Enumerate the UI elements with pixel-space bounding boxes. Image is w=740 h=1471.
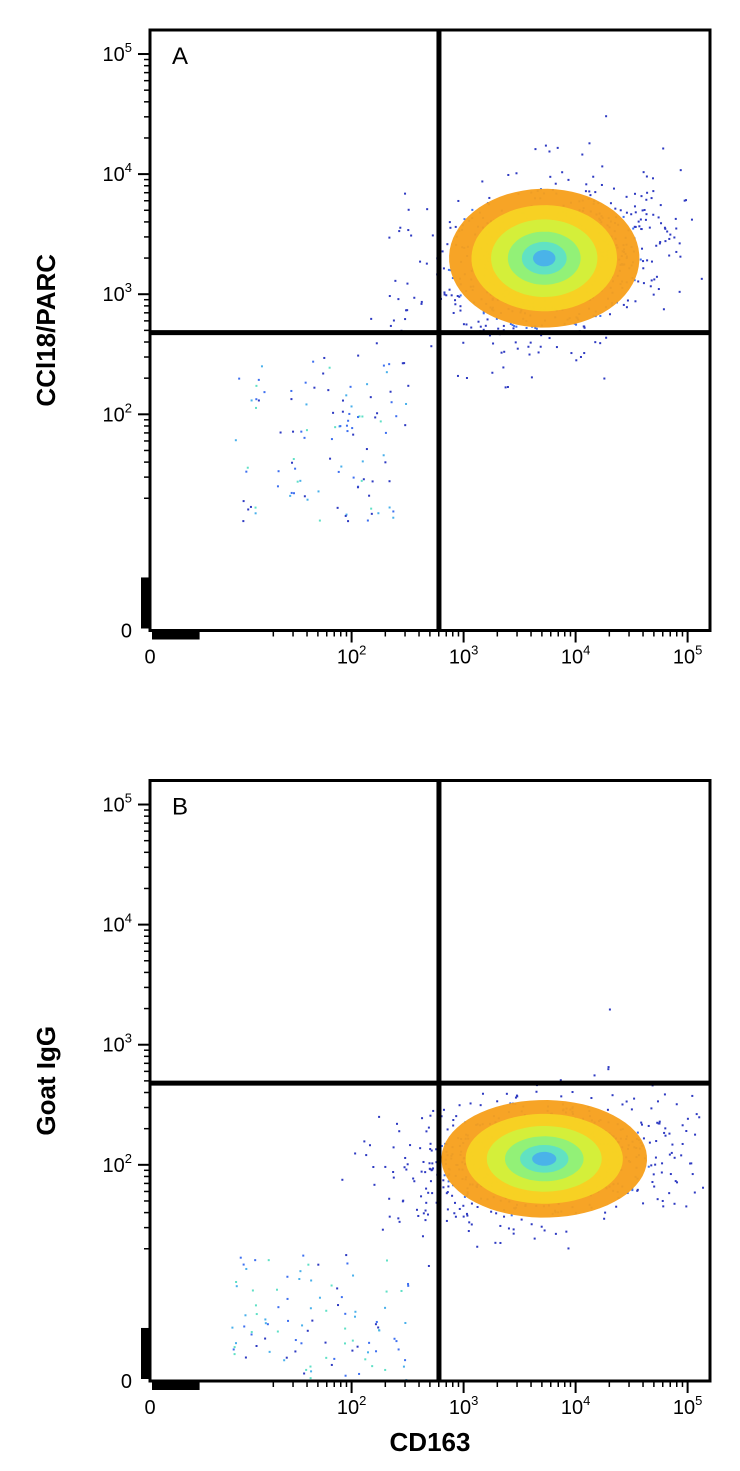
svg-text:104: 104 [561, 1393, 590, 1419]
panel-label: A [172, 43, 188, 70]
svg-text:105: 105 [673, 1393, 702, 1419]
svg-text:102: 102 [103, 1151, 132, 1177]
svg-text:105: 105 [103, 791, 132, 817]
svg-text:103: 103 [449, 1393, 478, 1419]
x-axis-label: CD163 [390, 1427, 471, 1457]
panel-B: 00 102 102 103 103 104 104 105 105 B Goat IgG [31, 781, 710, 1471]
flow-cytometry-figure: 00102102103103104104105105ACCl18/PARC001… [0, 0, 740, 1471]
svg-text:0: 0 [121, 1371, 132, 1393]
svg-text:105: 105 [103, 40, 132, 66]
svg-text:103: 103 [449, 643, 478, 669]
y-axis-label: CCl18/PARC [31, 254, 61, 407]
svg-text:0: 0 [121, 621, 132, 643]
svg-text:102: 102 [337, 1393, 366, 1419]
svg-text:104: 104 [561, 643, 590, 669]
svg-text:103: 103 [103, 280, 132, 306]
svg-text:103: 103 [103, 1031, 132, 1057]
panel-label: B [172, 794, 188, 821]
svg-text:102: 102 [103, 400, 132, 426]
svg-text:0: 0 [144, 1397, 155, 1419]
panel-A: 00 102 102 103 103 104 104 105 105 A CCl18/PARC [31, 30, 710, 1135]
y-axis-label: Goat IgG [31, 1026, 61, 1136]
svg-text:102: 102 [337, 643, 366, 669]
svg-text:105: 105 [673, 643, 702, 669]
svg-text:104: 104 [103, 911, 132, 937]
svg-text:104: 104 [103, 160, 132, 186]
svg-text:0: 0 [144, 647, 155, 669]
